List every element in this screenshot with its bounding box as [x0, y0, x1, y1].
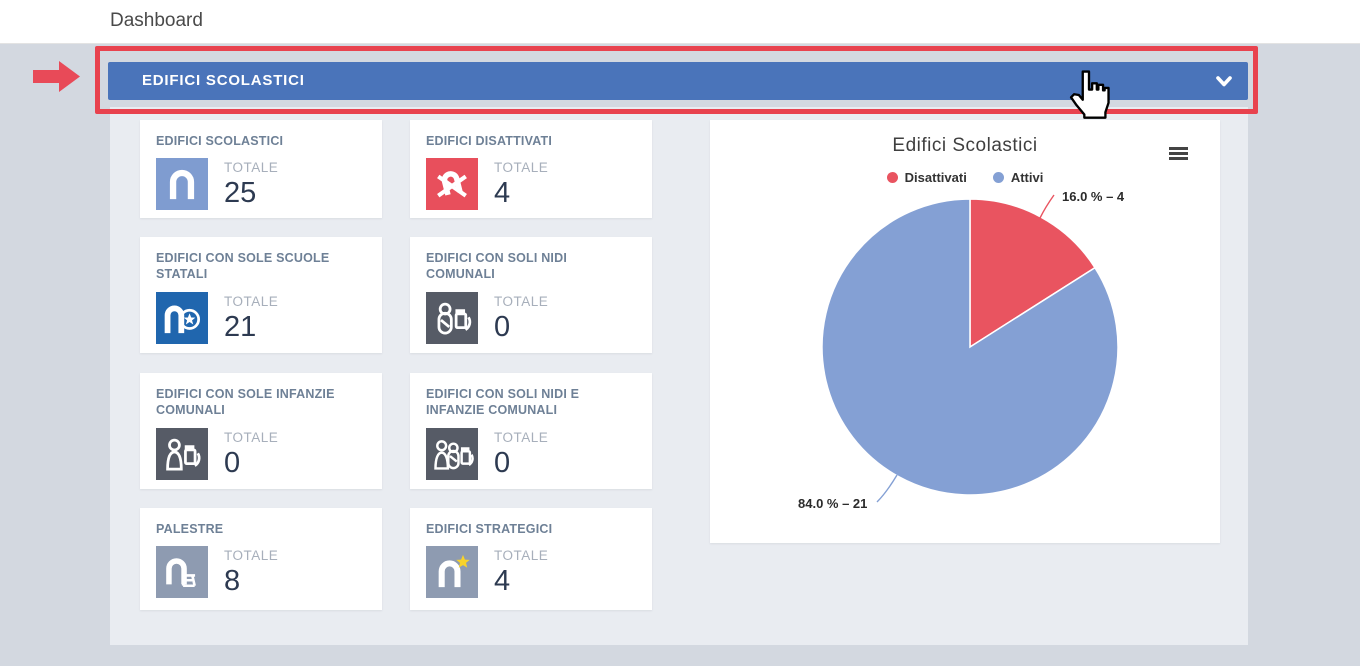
stat-card-infanzie-comunali: EDIFICI CON SOLE INFANZIE COMUNALI TOTAL… [140, 373, 382, 489]
card-title: EDIFICI CON SOLE SCUOLE STATALI [156, 251, 330, 282]
gym-building-icon [156, 546, 208, 599]
card-total-label: TOTALE [494, 160, 549, 176]
municipal-kindergarten-icon [156, 427, 208, 480]
stat-card-edifici-scolastici: EDIFICI SCOLASTICI TOTALE 25 [140, 120, 382, 218]
disabled-building-icon [426, 158, 478, 211]
card-total-value: 0 [224, 446, 241, 479]
legend-dot-attivi [992, 172, 1004, 183]
leader-line-disattivati [1039, 194, 1055, 219]
leader-line-attivi [876, 474, 898, 503]
top-bar: Dashboard [0, 0, 1360, 44]
card-total-label: TOTALE [494, 293, 549, 309]
card-title: EDIFICI STRATEGICI [426, 522, 553, 536]
card-total-label: TOTALE [224, 160, 279, 176]
card-total-value: 4 [494, 177, 511, 210]
pie-chart [821, 194, 1119, 503]
pie-chart-panel: Edifici Scolastici Disattivati Attivi 16… [710, 120, 1220, 543]
card-total-value: 21 [224, 310, 257, 343]
municipal-nursery-kindergarten-icon [426, 427, 478, 480]
card-total-value: 0 [494, 446, 511, 479]
state-school-building-icon [156, 291, 208, 344]
card-total-value: 8 [224, 565, 241, 598]
municipal-nursery-icon [426, 291, 478, 344]
stat-card-edifici-disattivati: EDIFICI DISATTIVATI TOTALE 4 [410, 120, 652, 218]
card-total-value: 4 [494, 565, 511, 598]
card-total-value: 25 [224, 177, 257, 210]
chart-legend: Disattivati Attivi [710, 170, 1220, 185]
chevron-down-icon[interactable] [1216, 76, 1232, 87]
pie-slice-disattivati[interactable] [969, 198, 1096, 349]
legend-item-attivi[interactable]: Attivi [992, 170, 1043, 185]
card-total-label: TOTALE [494, 548, 549, 564]
school-building-icon [156, 158, 208, 211]
stat-card-scuole-statali: EDIFICI CON SOLE SCUOLE STATALI TOTALE 2… [140, 237, 382, 353]
card-title: EDIFICI CON SOLI NIDI COMUNALI [426, 251, 568, 282]
legend-item-disattivati[interactable]: Disattivati [886, 170, 967, 185]
slice-label-disattivati: 16.0 % – 4 [1062, 189, 1125, 204]
chart-title: Edifici Scolastici [892, 135, 1038, 156]
legend-dot-disattivati [886, 172, 898, 183]
card-total-label: TOTALE [224, 548, 279, 564]
card-total-label: TOTALE [224, 429, 279, 445]
slice-label-attivi: 84.0 % – 21 [798, 496, 868, 511]
card-total-label: TOTALE [224, 293, 279, 309]
card-title: EDIFICI SCOLASTICI [156, 134, 284, 148]
card-title: EDIFICI CON SOLI NIDI E INFANZIE COMUNAL… [426, 387, 580, 418]
stat-card-nidi-comunali: EDIFICI CON SOLI NIDI COMUNALI TOTALE 0 [410, 237, 652, 353]
card-title: EDIFICI CON SOLE INFANZIE COMUNALI [156, 387, 335, 418]
stat-card-nidi-infanzie-comunali: EDIFICI CON SOLI NIDI E INFANZIE COMUNAL… [410, 373, 652, 489]
card-title: EDIFICI DISATTIVATI [426, 134, 553, 148]
strategic-building-icon [426, 546, 478, 599]
section-header-edifici-scolastici[interactable]: EDIFICI SCOLASTICI [108, 62, 1248, 100]
stat-card-palestre: PALESTRE TOTALE 8 [140, 508, 382, 610]
card-title: PALESTRE [156, 522, 224, 536]
pie-slice-attivi[interactable] [821, 198, 1119, 496]
section-header-title: EDIFICI SCOLASTICI [142, 72, 305, 89]
hamburger-menu-icon[interactable] [1169, 147, 1188, 162]
hand-cursor-icon [1069, 70, 1110, 119]
page-title: Dashboard [110, 10, 203, 31]
stat-card-edifici-strategici: EDIFICI STRATEGICI TOTALE 4 [410, 508, 652, 610]
card-total-label: TOTALE [494, 429, 549, 445]
card-total-value: 0 [494, 310, 511, 343]
red-arrow-icon [33, 61, 80, 92]
